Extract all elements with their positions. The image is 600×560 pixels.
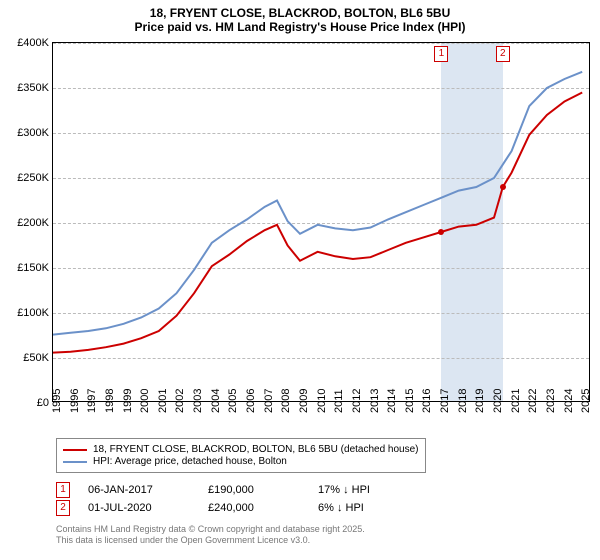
- marker-box: 1: [434, 46, 448, 62]
- legend-item: HPI: Average price, detached house, Bolt…: [63, 456, 419, 467]
- title-address: 18, FRYENT CLOSE, BLACKROD, BOLTON, BL6 …: [4, 6, 596, 20]
- sale-date: 06-JAN-2017: [88, 484, 208, 496]
- legend-label: HPI: Average price, detached house, Bolt…: [93, 456, 287, 467]
- legend-label: 18, FRYENT CLOSE, BLACKROD, BOLTON, BL6 …: [93, 444, 419, 455]
- sale-rows: 1 06-JAN-2017£190,00017% ↓ HPI 2 01-JUL-202…: [56, 480, 428, 518]
- y-tick-label: £250K: [17, 172, 53, 184]
- footnote: Contains HM Land Registry data © Crown c…: [56, 524, 365, 546]
- y-tick-label: £350K: [17, 82, 53, 94]
- legend-swatch: [63, 449, 87, 451]
- y-tick-label: £100K: [17, 307, 53, 319]
- y-tick-label: £50K: [23, 352, 53, 364]
- sale-row: 1 06-JAN-2017£190,00017% ↓ HPI: [56, 482, 428, 498]
- legend: 18, FRYENT CLOSE, BLACKROD, BOLTON, BL6 …: [56, 438, 426, 473]
- chart-container: 18, FRYENT CLOSE, BLACKROD, BOLTON, BL6 …: [0, 0, 600, 560]
- series-hpi: [53, 72, 582, 335]
- sale-price: £240,000: [208, 502, 318, 514]
- title-subtitle: Price paid vs. HM Land Registry's House …: [4, 20, 596, 34]
- sale-price: £190,000: [208, 484, 318, 496]
- sale-marker: 2: [56, 500, 70, 516]
- sale-hpi: 17% ↓ HPI: [318, 484, 428, 496]
- legend-item: 18, FRYENT CLOSE, BLACKROD, BOLTON, BL6 …: [63, 444, 419, 455]
- y-tick-label: £200K: [17, 217, 53, 229]
- sale-date: 01-JUL-2020: [88, 502, 208, 514]
- sale-marker: 1: [56, 482, 70, 498]
- series-svg: [53, 43, 591, 403]
- legend-swatch: [63, 461, 87, 463]
- sale-hpi: 6% ↓ HPI: [318, 502, 428, 514]
- footnote-line2: This data is licensed under the Open Gov…: [56, 535, 365, 546]
- y-tick-label: £300K: [17, 127, 53, 139]
- y-tick-label: £150K: [17, 262, 53, 274]
- sale-dot: [438, 229, 444, 235]
- y-tick-label: £400K: [17, 37, 53, 49]
- sale-dot: [500, 184, 506, 190]
- title-block: 18, FRYENT CLOSE, BLACKROD, BOLTON, BL6 …: [0, 0, 600, 36]
- sale-row: 2 01-JUL-2020£240,0006% ↓ HPI: [56, 500, 428, 516]
- plot-area: £0£50K£100K£150K£200K£250K£300K£350K£400…: [52, 42, 590, 402]
- series-price_paid: [53, 93, 582, 353]
- marker-box: 2: [496, 46, 510, 62]
- footnote-line1: Contains HM Land Registry data © Crown c…: [56, 524, 365, 535]
